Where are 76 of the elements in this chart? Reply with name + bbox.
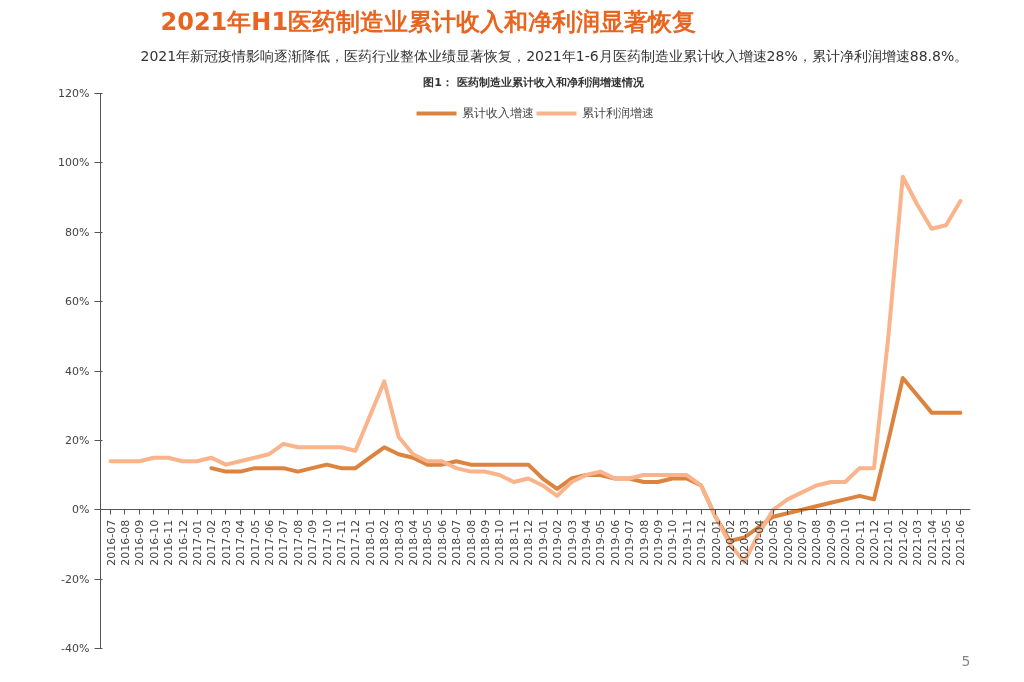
x-tick-label: 2017-09 (306, 519, 320, 566)
x-tick-label: 2020-09 (824, 519, 838, 566)
x-tick-label: 2019-10 (666, 519, 680, 566)
x-tick-label: 2016-08 (118, 519, 132, 566)
x-tick-label: 2018-03 (392, 519, 406, 566)
x-tick-label: 2019-07 (623, 519, 637, 566)
x-tick-label: 2016-10 (147, 519, 161, 566)
x-tick-label: 2017-02 (205, 519, 219, 566)
caption: 图1： 医药制造业累计收入和净利润增速情况 (423, 75, 645, 89)
x-tick-label: 2017-12 (349, 519, 363, 566)
x-tick-label: 2021-06 (954, 519, 968, 566)
x-tick-label: 2018-02 (378, 519, 392, 566)
x-tick-label: 2018-05 (421, 519, 435, 566)
x-tick-label: 2021-01 (882, 519, 896, 566)
x-tick-label: 2020-01 (709, 519, 723, 566)
x-tick-label: 2019-09 (651, 519, 665, 566)
x-tick-label: 2021-02 (896, 519, 910, 566)
x-tick-label: 2020-08 (810, 519, 824, 566)
x-tick-label: 2019-06 (608, 519, 622, 566)
y-tick-label: -40% (61, 642, 90, 655)
x-tick-label: 2017-10 (320, 519, 334, 566)
x-tick-label: 2017-08 (291, 519, 305, 566)
x-tick-label: 2020-03 (738, 519, 752, 566)
y-tick-label: 20% (65, 433, 90, 447)
y-tick-label: 80% (65, 225, 90, 239)
chart-subtitle: 2021年新冠疫情影响逐渐降低，医药行业整体业绩显著恢复，2021年1-6月医药制造业累计收入增速28%，累计净利润增速88.8%。 (140, 47, 969, 64)
x-tick-label: 2020-05 (767, 519, 781, 566)
x-tick-label: 2020-12 (867, 519, 881, 566)
chart-title: 2021年H1医药制造业累计收入和净利润显著恢复 (160, 7, 697, 36)
x-tick-label: 2020-04 (752, 519, 766, 566)
x-tick-label: 2019-01 (536, 519, 550, 566)
x-tick-label: 2019-11 (680, 519, 694, 566)
x-tick-label: 2018-11 (507, 519, 521, 566)
x-tick-label: 2019-08 (637, 519, 651, 566)
x-tick-label: 2018-06 (435, 519, 449, 566)
x-tick-label: 2017-07 (277, 519, 291, 566)
line-series (108, 174, 963, 564)
x-tick-label: 2017-04 (234, 519, 248, 566)
x-tick-label: 2020-07 (795, 519, 809, 566)
x-tick-label: 2018-01 (363, 519, 377, 566)
y-tick-label: 100% (58, 156, 90, 170)
x-tick-label: 2019-05 (594, 519, 608, 566)
text: 5 (961, 652, 971, 669)
x-tick-label: 2019-02 (551, 519, 565, 566)
x-tick-label: 2019-12 (695, 519, 709, 566)
x-tick-label: 2018-07 (450, 519, 464, 566)
x-tick-label: 2017-11 (335, 519, 349, 566)
y-tick-label: 0% (72, 503, 90, 517)
y-tick-label: -20% (61, 572, 90, 586)
x-tick-label: 2018-12 (522, 519, 536, 566)
x-tick-label: 2019-03 (565, 519, 579, 566)
x-tick-label: 2018-08 (464, 519, 478, 566)
x-tick-label: 2019-04 (579, 519, 593, 566)
x-tick-label: 2017-05 (248, 519, 262, 566)
x-tick-label: 2016-11 (162, 519, 176, 566)
x-tick-label: 2017-06 (263, 519, 277, 566)
x-tick-label: 2021-03 (911, 519, 925, 566)
x-tick-label: 2017-01 (191, 519, 205, 566)
legend-label: 累计收入增速 (461, 104, 534, 122)
x-tick-label: 2020-10 (839, 519, 853, 566)
x-tick-label: 2016-09 (133, 519, 147, 566)
y-tick-label: 40% (65, 364, 90, 378)
x-tick-label: 2016-07 (104, 519, 118, 566)
x-tick-label: 2017-03 (219, 519, 233, 566)
x-tick-label: 2020-02 (723, 519, 737, 566)
x-tick-label: 2016-12 (176, 519, 190, 566)
y-tick-label: 60% (65, 295, 90, 309)
x-tick-label: 2020-06 (781, 519, 795, 566)
x-tick-label: 2018-04 (407, 519, 421, 566)
y-tick-label: 120% (58, 87, 90, 100)
legend-label: 累计利润增速 (581, 104, 654, 122)
x-tick-label: 2021-05 (940, 519, 954, 566)
x-tick-label: 2020-11 (853, 519, 867, 566)
x-tick-label: 2018-10 (493, 519, 507, 566)
x-tick-label: 2021-04 (925, 519, 939, 566)
x-tick-label: 2018-09 (479, 519, 493, 566)
